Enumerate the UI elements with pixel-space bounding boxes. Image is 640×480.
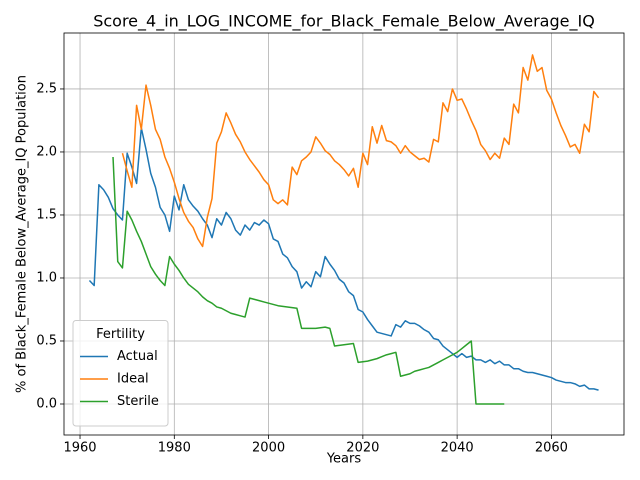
x-tick-label: 2060 (535, 441, 568, 456)
y-tick-label: 1.5 (36, 207, 57, 222)
y-axis-label: % of Black_Female Below_Average_IQ Popul… (15, 75, 30, 393)
y-tick-label: 0.0 (36, 396, 57, 411)
y-tick-label: 1.0 (36, 270, 57, 285)
series-line (112, 156, 505, 405)
x-tick-label: 1960 (63, 441, 96, 456)
chart-title: Score_4_in_LOG_INCOME_for_Black_Female_B… (93, 12, 595, 32)
y-tick-label: 0.5 (36, 333, 57, 348)
legend-label: Sterile (117, 394, 159, 409)
x-tick-label: 2040 (441, 441, 474, 456)
x-tick-label: 2020 (346, 441, 379, 456)
x-axis-label: Years (326, 452, 362, 467)
plot-frame (63, 32, 625, 436)
y-tick-label: 2.5 (36, 81, 57, 96)
series-line (121, 54, 600, 248)
legend-box (72, 320, 169, 427)
legend: Fertility Actual Ideal Sterile (72, 320, 169, 427)
legend-label: Actual (117, 349, 158, 364)
legend-label: Ideal (117, 372, 149, 387)
y-tick-label: 2.0 (36, 144, 57, 159)
series-line (88, 127, 599, 391)
x-tick-label: 2000 (252, 441, 285, 456)
x-tick-label: 1980 (158, 441, 191, 456)
legend-title: Fertility (96, 327, 145, 342)
